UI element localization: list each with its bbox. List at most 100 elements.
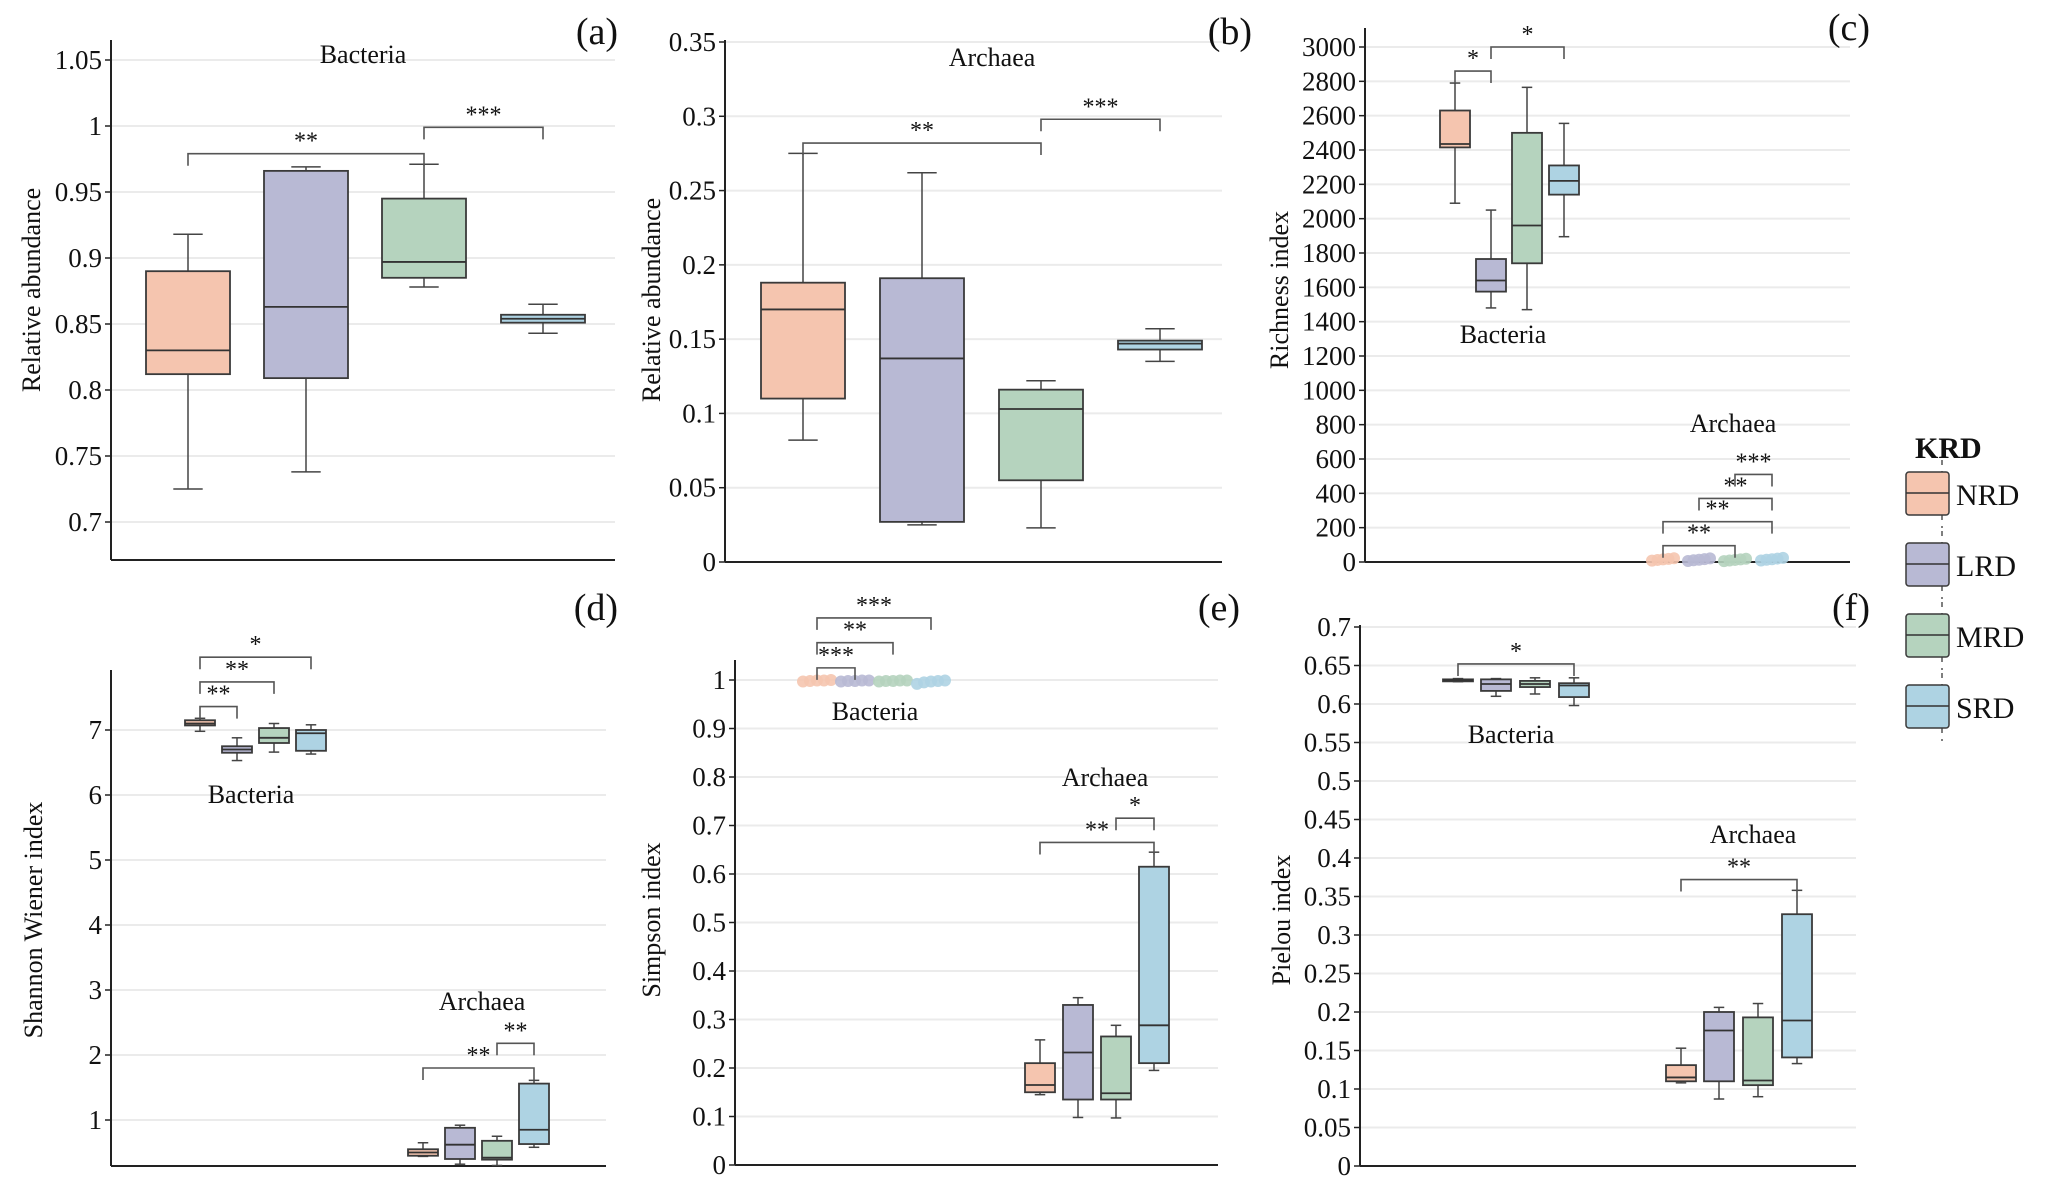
y-tick-label: 1000: [1302, 375, 1356, 405]
significance-label: *: [1522, 22, 1534, 48]
panel-tag: (f): [1832, 587, 1870, 629]
box-iqr: [1480, 678, 1512, 692]
box-iqr: [879, 277, 965, 523]
panel-tag: (b): [1208, 11, 1252, 53]
significance-label: *: [1510, 639, 1522, 665]
y-tick-label: 0.7: [68, 507, 102, 537]
box-mrd: [873, 674, 913, 688]
bracket-line: [816, 667, 856, 680]
bracket-line: [496, 1042, 535, 1056]
bracket-line: [422, 1067, 535, 1080]
box-iqr: [1703, 1011, 1735, 1083]
panel-tag: (a): [576, 11, 618, 53]
y-tick-label: 1200: [1302, 341, 1356, 371]
bracket-line: [1039, 841, 1155, 855]
y-tick-label: 1: [713, 665, 727, 695]
box-srd: [1117, 327, 1203, 363]
y-tick-label: 0.65: [1304, 651, 1351, 681]
box-nrd: [797, 674, 837, 688]
y-tick-label: 2: [89, 1040, 103, 1070]
group-bacteria: *****: [145, 102, 586, 490]
box-srd: [295, 724, 327, 755]
y-tick-label: 0.2: [682, 250, 716, 280]
legend-item-mrd: MRD: [1905, 602, 2024, 670]
box-srd: [518, 1079, 550, 1149]
y-tick-label: 0.45: [1304, 805, 1351, 835]
significance-label: *: [1129, 793, 1141, 819]
box-mrd: [481, 1135, 513, 1167]
legend-title: KRD: [1915, 432, 1982, 465]
y-tick-label: 200: [1316, 513, 1357, 543]
significance-bracket: **: [1662, 521, 1736, 558]
legend-label: NRD: [1956, 479, 2019, 512]
box-lrd: [1062, 996, 1094, 1119]
y-axis-label: Relative abundance: [637, 198, 666, 402]
y-tick-label: 2200: [1302, 169, 1356, 199]
box-lrd: [1480, 677, 1512, 698]
panel-f: 0 0.05 0.1 0.15 0.2 0.25 0.3 0.35 0.4 0.45 0.5 0.55…: [1267, 587, 1870, 1181]
group-archaea: *****: [760, 94, 1203, 529]
y-tick-label: 0.5: [692, 908, 726, 938]
y-tick-label: 3000: [1302, 32, 1356, 62]
group-bacteria: * Bacteria: [1442, 639, 1590, 749]
panel-title: Bacteria: [320, 40, 407, 69]
y-tick-label: 0.8: [692, 762, 726, 792]
bracket-line: [1680, 878, 1798, 892]
significance-label: **: [843, 618, 867, 644]
significance-label: **: [1706, 497, 1730, 523]
box-srd: [1781, 889, 1813, 1065]
group-bacteria: ******** Bacteria: [797, 593, 951, 726]
panel-title: Archaea: [949, 43, 1036, 72]
data-point: [1740, 552, 1752, 565]
significance-bracket: *: [1454, 46, 1492, 84]
box-iqr: [1439, 109, 1471, 149]
significance-bracket: **: [422, 1043, 535, 1080]
y-tick-label: 5: [89, 845, 103, 875]
significance-bracket: **: [816, 618, 894, 655]
bracket-line: [802, 142, 1042, 156]
box-lrd: [879, 171, 965, 526]
significance-label: **: [294, 129, 318, 155]
y-tick-label: 0.05: [1304, 1113, 1351, 1143]
y-tick-label: 0.05: [669, 473, 716, 503]
y-tick-label: 0: [1343, 547, 1357, 577]
box-iqr: [1138, 865, 1170, 1065]
significance-label: **: [1727, 855, 1751, 881]
y-tick-label: 0.6: [1317, 689, 1351, 719]
significance-bracket: **: [199, 682, 238, 719]
y-tick-label: 0.1: [692, 1102, 726, 1132]
bracket-line: [816, 641, 894, 655]
bracket-line: [816, 617, 932, 630]
group-label: Archaea: [1062, 763, 1149, 792]
bracket-line: [1454, 70, 1492, 84]
y-tick-label: 0.15: [1304, 1036, 1351, 1066]
significance-bracket: **: [496, 1018, 535, 1056]
box-iqr: [1742, 1016, 1774, 1087]
bracket-line: [199, 656, 312, 670]
legend-items: NRD LRD MRD SRD: [1905, 460, 2024, 741]
group-label: Bacteria: [832, 697, 919, 726]
y-tick-label: 2600: [1302, 101, 1356, 131]
significance-bracket: **: [802, 118, 1042, 156]
legend-label: SRD: [1956, 692, 2014, 725]
group-archaea: ****Archaea: [407, 987, 550, 1167]
box-mrd: [1718, 552, 1752, 568]
box-mrd: [381, 163, 467, 288]
significance-bracket: **: [187, 129, 425, 166]
box-nrd: [1439, 82, 1471, 204]
y-tick-label: 0.75: [55, 441, 102, 471]
group-archaea: ** Archaea: [1665, 820, 1813, 1100]
y-tick-label: 0.4: [692, 956, 726, 986]
y-tick-label: 0.35: [1304, 882, 1351, 912]
box-iqr: [1781, 913, 1813, 1059]
bracket-line: [1457, 663, 1575, 676]
y-axis-label: Shannon Wiener index: [19, 802, 48, 1039]
box-mrd: [1511, 86, 1543, 311]
significance-bracket: *: [1490, 22, 1565, 59]
significance-label: ***: [466, 102, 502, 128]
box-srd: [500, 303, 586, 334]
y-tick-label: 0.6: [692, 859, 726, 889]
significance-bracket: ***: [816, 643, 856, 680]
y-tick-label: 1.05: [55, 45, 102, 75]
group-label: Archaea: [439, 987, 526, 1016]
